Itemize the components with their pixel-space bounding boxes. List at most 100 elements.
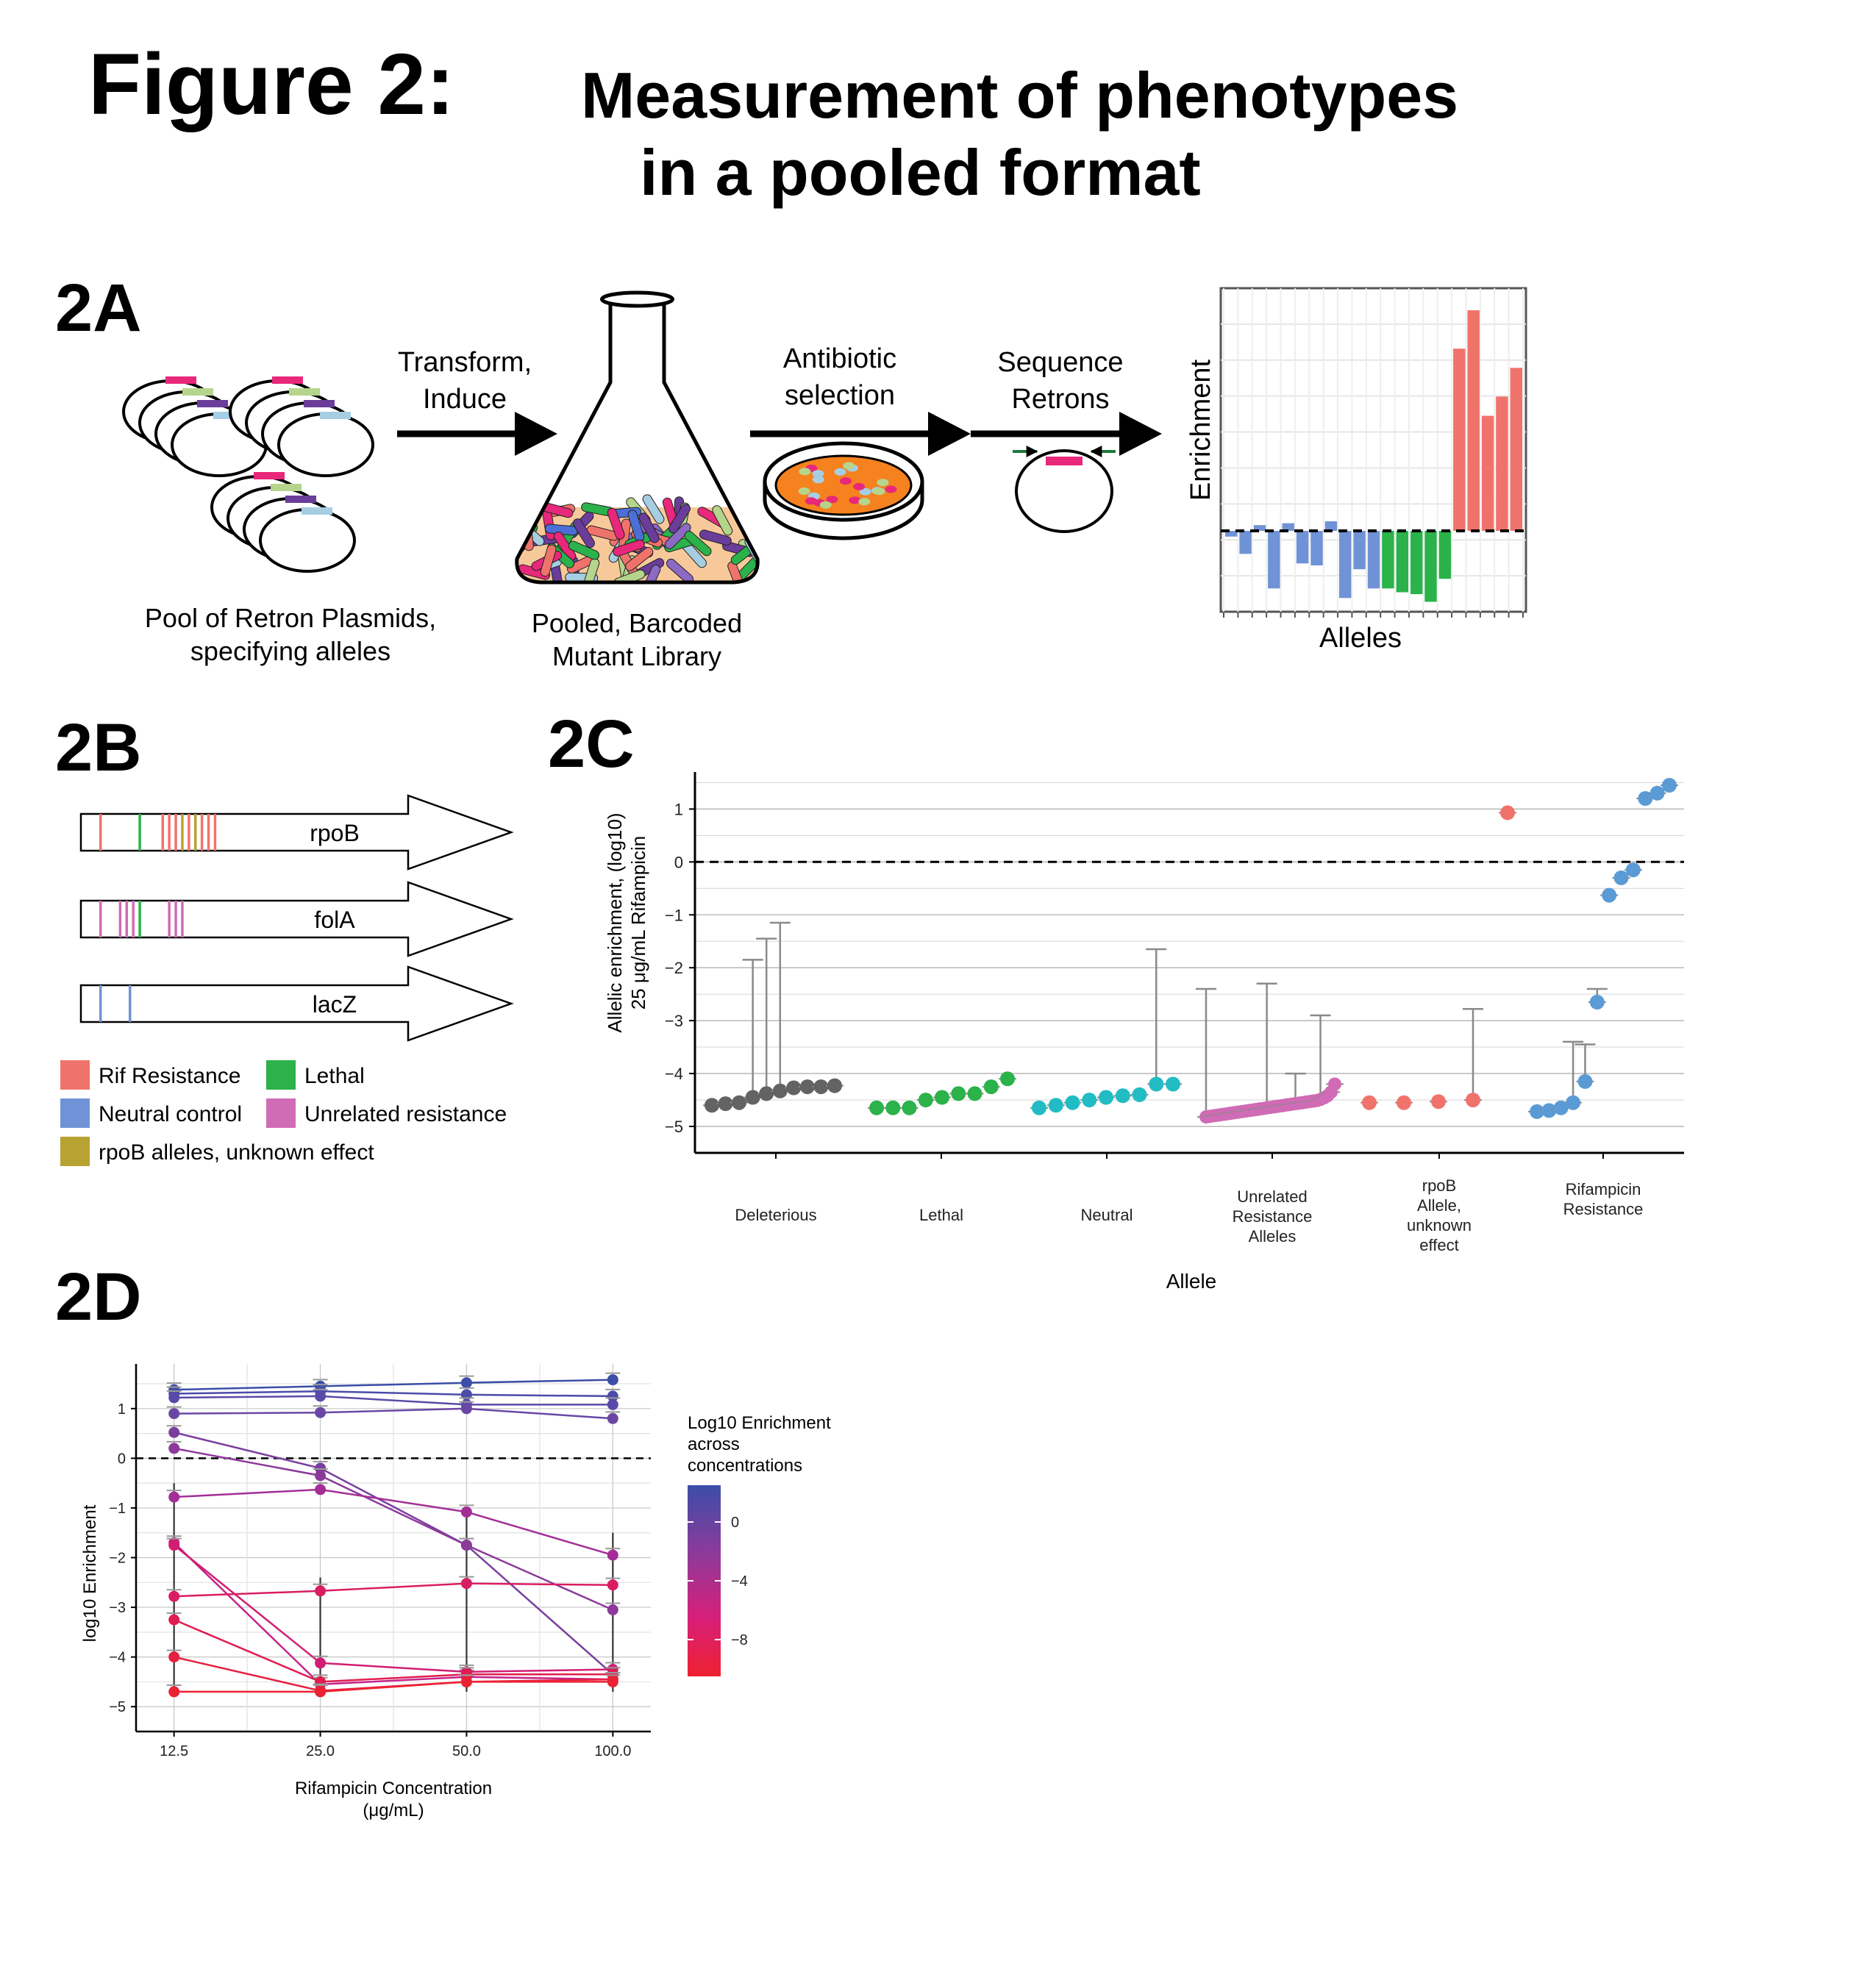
- d-series-line: [174, 1681, 613, 1693]
- colony: [819, 501, 832, 509]
- c-x-tick-label: Allele,: [1417, 1196, 1461, 1215]
- c-point: [1602, 887, 1617, 903]
- d-series-9: [166, 1576, 621, 1602]
- bacterium: [516, 504, 533, 533]
- legend-label: Unrelated resistance: [304, 1102, 507, 1126]
- d-point: [315, 1407, 327, 1418]
- d-series-line: [173, 1544, 613, 1673]
- mini-bar: [1481, 415, 1494, 531]
- mini-bar: [1268, 531, 1280, 589]
- d-y-tick-label: 0: [118, 1451, 126, 1467]
- mini-bar: [1282, 523, 1294, 531]
- plasmid-barcode: [320, 412, 351, 419]
- legend-item-unrelated: Unrelated resistance: [266, 1098, 507, 1128]
- d-y-tick-label: −4: [109, 1650, 126, 1666]
- c-point: [1082, 1093, 1097, 1108]
- d-x-label-line1: Rifampicin Concentration: [295, 1779, 492, 1798]
- d-colorbar-tick-label: 0: [731, 1515, 739, 1531]
- c-point: [1613, 870, 1629, 885]
- bacterium: [668, 504, 691, 534]
- c-point: [1466, 1093, 1480, 1108]
- d-point: [315, 1390, 327, 1402]
- bacterium: [712, 505, 733, 536]
- mini-bar: [1310, 531, 1323, 565]
- c-group-2: [1030, 948, 1182, 1115]
- c-x-tick-label: Deleterious: [735, 1206, 816, 1224]
- legend-item-unknown: rpoB alleles, unknown effect: [60, 1137, 374, 1166]
- colony: [853, 482, 866, 490]
- c-point: [1065, 1095, 1080, 1110]
- c-point: [902, 1100, 917, 1115]
- c-point: [718, 1096, 733, 1112]
- c-group-0: [703, 921, 844, 1113]
- d-point: [168, 1392, 180, 1404]
- plasmid-barcode: [182, 388, 213, 396]
- step-sequence-line2: Retrons: [1011, 384, 1109, 415]
- d-series-line: [174, 1447, 613, 1611]
- colony: [805, 497, 817, 505]
- c-point: [1530, 1104, 1544, 1119]
- c-group-3: [1196, 982, 1344, 1124]
- d-x-tick-label: 50.0: [452, 1743, 481, 1759]
- d-series-5: [166, 1440, 621, 1615]
- d-y-tick-label: 1: [118, 1401, 126, 1418]
- d-series-line: [174, 1582, 613, 1598]
- colony: [812, 470, 824, 478]
- d-point: [315, 1585, 327, 1597]
- c-point: [799, 1079, 815, 1095]
- legend-item-lethal: Lethal: [266, 1060, 365, 1090]
- d-point: [168, 1686, 180, 1698]
- c-x-tick-label: Resistance: [1233, 1207, 1313, 1226]
- c-x-tick-label: Resistance: [1563, 1200, 1644, 1218]
- c-point: [1099, 1090, 1113, 1105]
- mini-enrichment-chart: Enrichment Alleles: [1185, 287, 1527, 654]
- c-point: [967, 1086, 982, 1101]
- gene-folA: folA: [79, 881, 514, 957]
- d-point: [460, 1578, 472, 1590]
- c-y-tick-label: 1: [674, 800, 683, 818]
- mini-bar: [1239, 531, 1252, 554]
- c-point: [885, 1100, 901, 1115]
- legend-label: Neutral control: [99, 1102, 242, 1126]
- d-series-line: [174, 1379, 613, 1391]
- caption-library-line2: Mutant Library: [552, 641, 721, 671]
- colony: [843, 462, 855, 470]
- c-point: [1638, 791, 1653, 806]
- d-y-tick-label: −5: [109, 1699, 126, 1715]
- d-point: [168, 1614, 180, 1626]
- plasmid-pool-icon: [122, 376, 374, 573]
- panel-a-label: 2A: [55, 271, 142, 346]
- c-point: [1328, 1077, 1341, 1091]
- plasmid-barcode: [254, 472, 285, 479]
- step-sequence-line1: Sequence: [997, 347, 1123, 378]
- c-point: [705, 1098, 719, 1113]
- caption-pool-line2: specifying alleles: [190, 636, 390, 666]
- c-point: [1500, 805, 1515, 821]
- gene-name: folA: [314, 907, 355, 933]
- c-x-tick-label: rpoB: [1422, 1176, 1456, 1195]
- colony: [873, 487, 885, 496]
- arrowhead-selection: [928, 412, 971, 456]
- legend-label: Rif Resistance: [99, 1064, 240, 1088]
- d-point: [607, 1579, 618, 1591]
- panel-d-label: 2D: [55, 1259, 142, 1334]
- legend-swatch: [60, 1137, 90, 1166]
- c-point: [1166, 1076, 1180, 1092]
- c-x-tick-label: Unrelated: [1237, 1187, 1307, 1206]
- d-point: [460, 1377, 472, 1389]
- c-point: [1625, 862, 1641, 878]
- bacterium: [613, 569, 646, 582]
- colony: [877, 479, 889, 487]
- d-legend-title-line3: concentrations: [688, 1456, 802, 1476]
- mini-bar: [1324, 521, 1338, 531]
- d-series-line: [174, 1431, 614, 1676]
- c-x-tick-label: Rifampicin: [1566, 1180, 1641, 1198]
- gene-arrow-shape: [79, 965, 514, 1042]
- mini-bar: [1353, 531, 1366, 570]
- d-y-tick-label: −1: [109, 1501, 126, 1517]
- mini-bar: [1453, 349, 1466, 531]
- colony: [859, 487, 871, 496]
- c-point: [1662, 778, 1677, 793]
- d-legend-title-line2: across: [688, 1434, 740, 1454]
- plasmid-barcode: [271, 484, 302, 491]
